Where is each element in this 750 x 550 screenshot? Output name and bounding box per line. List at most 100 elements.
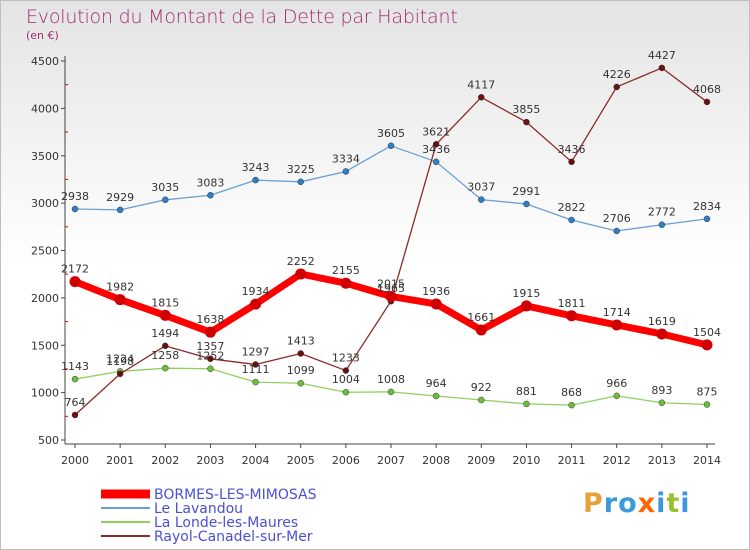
data-label: 1661	[467, 311, 495, 324]
data-point	[342, 367, 350, 374]
data-point	[387, 388, 395, 396]
data-point	[432, 158, 440, 166]
data-point	[252, 361, 259, 368]
x-tick-label: 2000	[61, 454, 89, 467]
data-label: 1099	[287, 364, 315, 377]
data-point	[295, 268, 307, 280]
y-tick-label: 2500	[31, 245, 59, 258]
data-label: 4226	[603, 68, 631, 81]
data-point	[297, 379, 304, 387]
data-label: 2015	[377, 277, 405, 290]
data-label: 1638	[196, 313, 224, 326]
x-tick-label: 2004	[242, 454, 270, 467]
data-point	[613, 83, 620, 91]
data-point	[162, 364, 169, 372]
data-label: 2938	[61, 190, 89, 203]
data-point	[703, 215, 711, 223]
data-point	[387, 142, 395, 150]
data-label: 764	[65, 396, 86, 409]
logo-letter: t	[666, 488, 681, 519]
data-label: 1198	[106, 355, 134, 368]
legend-label-2: La Londe-les-Maures	[154, 515, 298, 531]
logo-letter: r	[603, 488, 619, 519]
x-tick-label: 2003	[196, 454, 224, 467]
data-point	[432, 141, 440, 148]
data-label: 1111	[242, 363, 270, 376]
data-label: 1297	[242, 345, 270, 358]
data-point	[703, 401, 711, 408]
proxiti-logo: Proxiti	[583, 488, 691, 519]
data-point	[613, 392, 620, 400]
x-tick-label: 2005	[287, 454, 315, 467]
data-label: 3334	[332, 152, 360, 165]
data-label: 2929	[106, 191, 134, 204]
data-point	[568, 216, 575, 224]
x-tick-label: 2007	[377, 454, 405, 467]
data-label: 964	[426, 377, 447, 390]
logo-letter: P	[583, 488, 604, 519]
data-point	[613, 227, 620, 235]
data-point	[611, 319, 623, 331]
data-label: 2834	[693, 200, 721, 213]
data-point	[340, 277, 352, 289]
data-label: 4427	[648, 49, 676, 62]
data-point	[71, 375, 79, 383]
y-tick-label: 2000	[31, 292, 59, 305]
data-label: 1008	[377, 373, 405, 386]
x-tick-label: 2001	[106, 454, 134, 467]
data-label: 2172	[61, 263, 89, 276]
data-label: 1965	[377, 282, 405, 295]
data-label: 3243	[242, 161, 270, 174]
data-label: 881	[516, 385, 537, 398]
data-label: 3436	[558, 143, 586, 156]
data-point	[252, 176, 259, 184]
data-point	[658, 221, 666, 228]
data-point	[204, 326, 216, 338]
x-tick-label: 2012	[603, 454, 631, 467]
data-point	[71, 411, 79, 419]
data-point	[385, 290, 397, 302]
data-point	[432, 392, 440, 400]
data-point	[523, 118, 530, 126]
data-point	[162, 196, 169, 204]
data-point	[114, 294, 126, 306]
data-label: 2155	[332, 264, 360, 277]
data-label: 1934	[242, 285, 270, 298]
data-label: 1224	[106, 352, 134, 365]
logo-letter: i	[656, 488, 667, 519]
data-label: 3083	[196, 176, 224, 189]
x-tick-label: 2006	[332, 454, 360, 467]
chart-title: Evolution du Montant de la Dette par Hab…	[26, 6, 458, 28]
series-line-3	[74, 67, 708, 416]
data-point	[116, 370, 124, 378]
data-point	[430, 298, 442, 310]
data-label: 2772	[648, 206, 676, 219]
unit-label: (en €)	[26, 29, 59, 42]
data-point	[478, 396, 485, 404]
data-point	[658, 399, 666, 407]
data-label: 1811	[558, 297, 586, 310]
y-tick-label: 3000	[31, 197, 59, 210]
data-label: 2252	[287, 255, 315, 268]
data-label: 1258	[151, 349, 179, 362]
data-label: 3037	[467, 181, 495, 194]
y-tick-label: 1000	[31, 387, 59, 400]
data-label: 1004	[332, 373, 360, 386]
data-point	[69, 276, 81, 288]
data-label: 1413	[287, 334, 315, 347]
data-point	[568, 158, 575, 166]
data-point	[523, 400, 530, 408]
data-point	[478, 94, 485, 101]
x-tick-label: 2013	[648, 454, 676, 467]
data-label: 4117	[467, 78, 495, 91]
data-label: 1714	[603, 306, 631, 319]
data-point	[207, 365, 214, 372]
data-label: 1494	[151, 327, 179, 340]
legend-label-1: Le Lavandou	[154, 501, 243, 517]
data-label: 1233	[332, 352, 360, 365]
data-point	[207, 192, 214, 199]
data-point	[568, 401, 575, 409]
data-label: 1252	[196, 350, 224, 363]
logo-letter: x	[637, 488, 657, 519]
data-point	[703, 98, 711, 106]
